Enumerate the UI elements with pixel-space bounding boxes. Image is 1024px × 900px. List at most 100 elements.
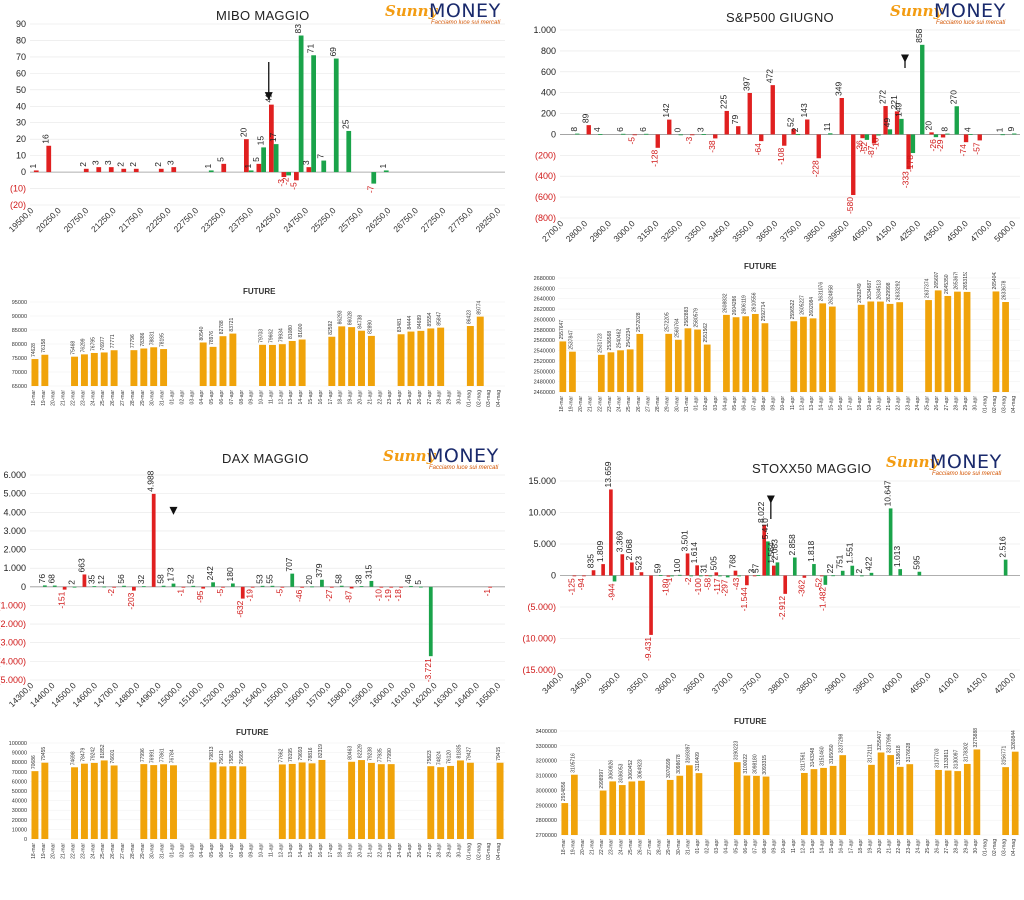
date-label: 13-apr <box>810 839 816 854</box>
date-label: 24-mar <box>617 396 623 412</box>
future-value-label: 82592 <box>328 321 334 335</box>
future-bar <box>626 349 634 392</box>
date-label: 03-mag <box>1002 839 1008 856</box>
date-label: 05-apr <box>732 396 738 411</box>
future-bar <box>288 763 296 839</box>
bar-green <box>954 106 959 135</box>
future-value-label: 2605227 <box>799 295 805 315</box>
future-value-label: 2572028 <box>636 312 642 332</box>
future-value-label: 89774 <box>476 301 482 315</box>
y-tick-label: 10 <box>16 151 26 161</box>
date-label: 28-apr <box>954 839 960 854</box>
data-label: 2 <box>854 568 864 573</box>
date-label: 18-mar <box>559 396 565 412</box>
date-label: 20-mar <box>578 396 584 412</box>
x-tick-label: 3450,0 <box>568 670 594 696</box>
y-tick-label: 10.000 <box>528 508 556 518</box>
future-value-label: 81600 <box>298 323 304 337</box>
y-tick-label: (10) <box>10 184 26 194</box>
future-bar <box>160 349 168 386</box>
x-tick-label: 3450,0 <box>706 218 732 244</box>
bar-red <box>639 572 644 576</box>
data-label: 663 <box>76 558 86 572</box>
x-tick-label: 4200,0 <box>992 670 1018 696</box>
data-label: 422 <box>863 556 873 570</box>
date-label: 24-apr <box>397 843 403 858</box>
future-bar <box>857 304 865 392</box>
date-label: 30-mar <box>676 839 682 855</box>
future-value-label: 2610556 <box>751 292 757 312</box>
future-value-label: 3133811 <box>944 749 950 768</box>
future-value-label: 2624858 <box>828 285 834 305</box>
data-label: -580 <box>845 197 855 214</box>
future-bar <box>887 755 894 835</box>
date-label: 19-apr <box>348 843 354 858</box>
date-label: 24-apr <box>915 396 921 411</box>
bar-green <box>678 134 683 136</box>
date-label: 19-mar <box>570 839 576 855</box>
x-tick-label: 25750,0 <box>336 205 365 234</box>
data-label: 89 <box>581 113 591 123</box>
future-bar <box>71 767 78 839</box>
date-label: 18-apr <box>338 390 344 405</box>
y-tick-label: 80000 <box>12 342 27 348</box>
bar-green <box>333 58 339 173</box>
future-value-label: 2542234 <box>626 328 632 348</box>
y-tick-label: 3000000 <box>536 788 557 794</box>
future-bar <box>427 766 435 839</box>
date-label: 16-apr <box>318 843 324 858</box>
future-bar <box>636 333 644 392</box>
sunny-money-logo: Sunny MONEY Facciamo luce sui mercati <box>890 0 1006 26</box>
future-bar <box>466 326 474 386</box>
date-label: 17-apr <box>848 839 854 854</box>
date-label: 06-apr <box>742 396 748 411</box>
bar-green <box>708 575 713 577</box>
y-tick-label: 2600000 <box>534 317 555 323</box>
future-value-label: 2596522 <box>790 300 796 320</box>
x-tick-label: 3750,0 <box>778 218 804 244</box>
bar-red <box>582 575 586 577</box>
future-value-label: 76784 <box>169 749 175 763</box>
future-bar <box>762 776 770 835</box>
date-label: 12-apr <box>799 396 805 411</box>
date-label: 02-mag <box>476 843 482 860</box>
data-label: -333 <box>901 171 911 188</box>
bar-green <box>428 586 433 657</box>
future-value-label: 2634687 <box>867 280 873 300</box>
bar-red <box>783 575 788 594</box>
future-value-label: 3151460 <box>820 746 826 766</box>
bar-green <box>812 564 816 576</box>
date-label: 05-apr <box>209 843 215 858</box>
data-label: 751 <box>835 554 845 568</box>
date-label: 28-mar <box>655 396 661 412</box>
future-bar-chart: 2680000 2660000 2640000 2620000 2600000 25800… <box>534 272 1020 413</box>
future-value-label: 2998997 <box>599 769 605 789</box>
future-bar <box>447 765 455 839</box>
future-value-label: 79703 <box>259 329 265 343</box>
bar-red <box>158 168 164 173</box>
future-bar <box>80 354 88 386</box>
future-value-label: 2582883 <box>684 307 690 327</box>
data-label: 20 <box>924 121 934 131</box>
date-label: 08-apr <box>761 396 767 411</box>
bar-green <box>298 35 304 173</box>
future-value-label: 3172111 <box>867 744 873 763</box>
y-tick-label: (600) <box>535 192 556 202</box>
y-tick-label: 400 <box>541 88 556 98</box>
future-bar <box>896 302 904 392</box>
future-value-label: 2914856 <box>561 781 567 801</box>
future-value-label: 78831 <box>150 331 156 345</box>
bar-green <box>933 134 939 138</box>
bar-green <box>409 585 413 587</box>
date-label: 03-apr <box>189 390 195 405</box>
bar-green <box>230 583 235 587</box>
data-label: 52 <box>786 117 796 127</box>
future-bar <box>199 342 207 386</box>
data-label: -9.431 <box>643 637 653 661</box>
future-bar <box>476 316 484 386</box>
data-label: 20 <box>304 575 314 585</box>
data-label: 3 <box>747 568 757 573</box>
date-label: 01-apr <box>169 843 175 858</box>
future-bar <box>407 331 415 386</box>
x-tick-label: 4350,0 <box>921 218 947 244</box>
